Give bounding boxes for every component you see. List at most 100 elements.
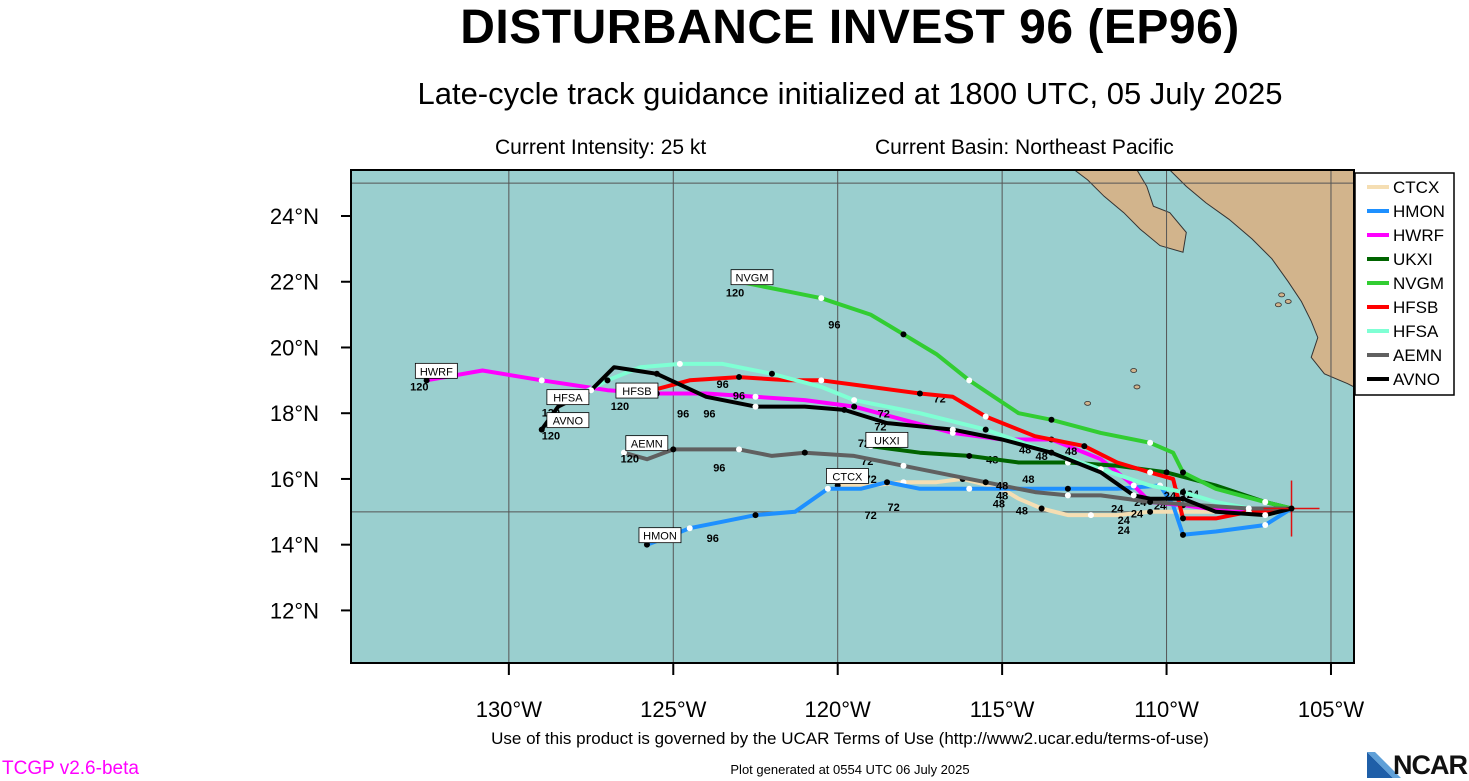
track-point	[643, 541, 650, 548]
track-point	[676, 360, 683, 367]
lat-tick-label: 12°N	[270, 598, 319, 623]
island	[1284, 299, 1292, 304]
model-label-name: CTCX	[832, 472, 863, 484]
legend-label: HFSA	[1393, 322, 1439, 341]
plot-subtitle: Late-cycle track guidance initialized at…	[417, 76, 1283, 111]
legend-label: HMON	[1393, 202, 1445, 221]
track-point	[768, 370, 775, 377]
model-label-aemn: AEMN 120	[621, 435, 669, 466]
track-point	[653, 370, 660, 377]
land-mass	[1073, 170, 1187, 253]
track-point	[1262, 498, 1269, 505]
model-label-name: HWRF	[420, 366, 453, 378]
lat-tick-label: 16°N	[270, 467, 319, 492]
model-label-box	[546, 412, 590, 429]
track-point	[1179, 489, 1186, 496]
legend-item-nvgm: NVGM	[1367, 274, 1444, 293]
tau-label: 48	[1016, 505, 1028, 517]
track-point	[966, 452, 973, 459]
land-layer	[1073, 170, 1354, 406]
track-point	[1147, 439, 1154, 446]
tau-label: 96	[677, 408, 689, 420]
ncar-logo-text: NCAR	[1393, 750, 1468, 780]
legend-item-hfsb: HFSB	[1367, 298, 1438, 317]
land-mass	[1169, 170, 1354, 388]
track-line	[639, 375, 1292, 521]
legend-item-aemn: AEMN	[1367, 346, 1442, 365]
track-point	[801, 449, 808, 456]
track-point	[1081, 443, 1088, 450]
model-label-box	[730, 269, 774, 286]
model-label-name: AVNO	[553, 416, 584, 428]
model-label-name: AEMN	[631, 439, 663, 451]
model-labels: HWRF 120 HFSA120 HFSB 120 AVNO 120 AEMN 120 NVGM 1…	[410, 269, 909, 544]
track-point	[620, 449, 627, 456]
track-point	[670, 446, 677, 453]
island	[1133, 384, 1141, 390]
ncar-logo: NCAR	[1365, 748, 1469, 780]
axes: 12°N 14°N 16°N 18°N 20°N 22°N 24°N 130°W 125°W 12…	[270, 204, 1364, 722]
track-line	[738, 279, 1292, 511]
model-label-tau: 120	[542, 431, 560, 443]
track-point	[1048, 449, 1055, 456]
track-point	[736, 374, 743, 381]
track-point	[982, 426, 989, 433]
tau-label: 48	[996, 491, 1008, 503]
ncar-logo-icon	[1367, 752, 1401, 778]
tau-label: 24	[1118, 525, 1131, 537]
model-label-box	[414, 362, 458, 379]
model-label-tau: 120	[621, 454, 639, 466]
legend-label: HFSB	[1393, 298, 1438, 317]
legend-item-avno: AVNO	[1367, 370, 1440, 389]
track-point	[752, 403, 759, 410]
lon-tick-label: 125°W	[640, 697, 707, 722]
current-basin: Current Basin: Northeast Pacific	[875, 136, 1174, 159]
tau-label: 48	[1022, 474, 1034, 486]
model-label-ukxi: UKXI	[865, 431, 909, 448]
tau-label: 96	[703, 408, 715, 420]
center-point	[1288, 505, 1295, 512]
track-point	[851, 397, 858, 404]
track-point	[1064, 492, 1071, 499]
track-line	[540, 365, 1292, 518]
tau-label: 48	[1035, 451, 1047, 463]
model-label-box	[625, 435, 669, 452]
legend-label: HWRF	[1393, 226, 1444, 245]
track-point	[916, 390, 923, 397]
track-line	[623, 447, 1292, 511]
track-point	[1064, 485, 1071, 492]
track-line	[573, 361, 1292, 511]
tau-label: 48	[1065, 446, 1077, 458]
lon-tick-label: 110°W	[1134, 697, 1199, 722]
track-point	[588, 387, 595, 394]
model-label-hwrf: HWRF 120	[410, 362, 458, 393]
legend-item-hwrf: HWRF	[1367, 226, 1444, 245]
island	[1274, 302, 1282, 308]
terms-of-use: Use of this product is governed by the U…	[491, 729, 1209, 748]
track-point	[966, 377, 973, 384]
tau-label: 96	[733, 390, 745, 402]
lat-tick-label: 20°N	[270, 335, 319, 360]
legend-label: CTCX	[1393, 178, 1439, 197]
track-point	[1262, 512, 1269, 519]
model-label-avno: AVNO 120	[542, 412, 590, 443]
track-point	[1048, 416, 1055, 423]
map-frame	[350, 169, 1355, 664]
track-point	[884, 479, 891, 486]
track-point	[752, 393, 759, 400]
track-point	[982, 413, 989, 420]
model-label-tau: 120	[410, 381, 428, 393]
model-label-name: NVGM	[736, 273, 769, 285]
track-point	[851, 403, 858, 410]
model-label-name: UKXI	[874, 435, 900, 447]
island	[1084, 400, 1092, 406]
tau-label: 24	[1118, 515, 1131, 527]
legend-label: NVGM	[1393, 274, 1444, 293]
legend-item-hfsa: HFSA	[1367, 322, 1439, 341]
model-label-hfsb: HFSB 120	[611, 382, 659, 413]
track-point	[736, 446, 743, 453]
lon-tick-label: 105°W	[1298, 697, 1365, 722]
track-point	[1179, 495, 1186, 502]
plot-generated-time: Plot generated at 0554 UTC 06 July 2025	[730, 762, 970, 777]
track-avno: 24 48 72 96	[538, 365, 1292, 537]
